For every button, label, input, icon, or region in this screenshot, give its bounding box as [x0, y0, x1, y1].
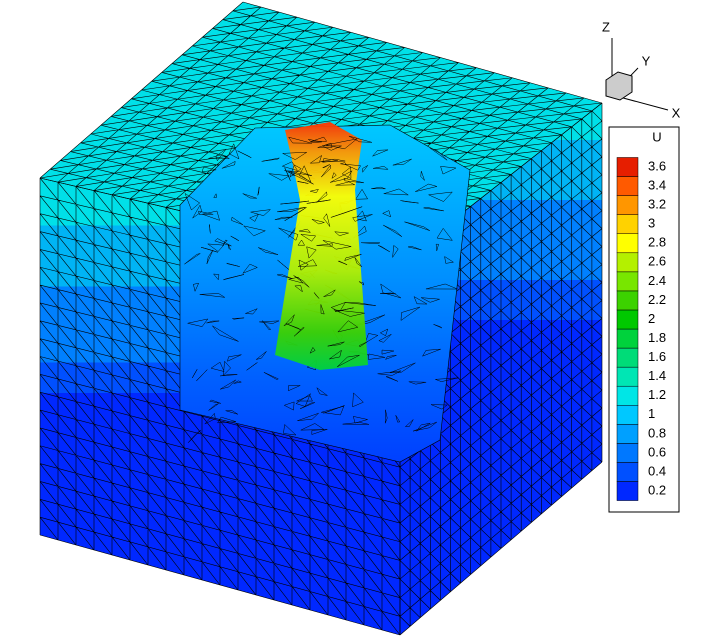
- legend-label: 2.6: [648, 254, 666, 269]
- z-label: Z: [602, 19, 610, 34]
- legend-swatch: [616, 405, 639, 425]
- legend-swatch: [616, 385, 639, 406]
- legend-swatch: [616, 195, 639, 215]
- legend-label: 0.2: [648, 482, 666, 497]
- legend-label: 2: [648, 311, 655, 326]
- legend-swatch: [616, 366, 639, 387]
- legend-label: 1.4: [648, 368, 666, 383]
- legend-label: 1.2: [648, 387, 666, 402]
- legend-label: 2.4: [648, 273, 666, 288]
- legend-swatch: [616, 233, 639, 254]
- x-label: X: [672, 105, 681, 120]
- triad-box: [605, 71, 633, 101]
- legend-swatch: [616, 176, 639, 196]
- legend-label: 1.6: [648, 349, 666, 364]
- legend-swatch: [616, 481, 639, 501]
- axis-triad: Z Y X: [602, 19, 681, 120]
- legend-label: 1.8: [648, 330, 666, 345]
- legend-swatch: [616, 443, 639, 463]
- legend: 0.2 0.4 0.6 0.8 1 1.2 1.4 1.6 1.8 2 2.2 2.4 2.6 2.8 3 3…: [616, 157, 666, 501]
- legend-swatch: [616, 347, 639, 368]
- legend-swatch: [616, 290, 639, 311]
- legend-label: 2.2: [648, 292, 666, 307]
- legend-swatch: [616, 252, 639, 273]
- mesh-triangles: [277, 135, 376, 368]
- plume: [275, 122, 368, 370]
- legend-label: 3.6: [648, 158, 666, 173]
- legend-label: 0.8: [648, 425, 666, 440]
- legend-swatch: [616, 328, 639, 349]
- legend-swatch: [616, 271, 639, 292]
- legend-label: 3.2: [648, 197, 666, 212]
- legend-swatch: [616, 157, 639, 177]
- legend-label: 3.4: [648, 177, 666, 192]
- legend-swatch: [616, 309, 639, 330]
- legend-swatch: [616, 462, 639, 482]
- legend-swatch: [616, 214, 639, 234]
- legend-label: 0.4: [648, 463, 666, 478]
- legend-label: 3: [648, 216, 655, 231]
- legend-swatch: [616, 424, 639, 444]
- legend-label: 2.8: [648, 235, 666, 250]
- y-label: Y: [642, 53, 651, 68]
- legend-label: 1: [648, 406, 655, 421]
- legend-title: U: [652, 129, 661, 144]
- legend-label: 0.6: [648, 444, 666, 459]
- plume-mesh: [277, 135, 376, 368]
